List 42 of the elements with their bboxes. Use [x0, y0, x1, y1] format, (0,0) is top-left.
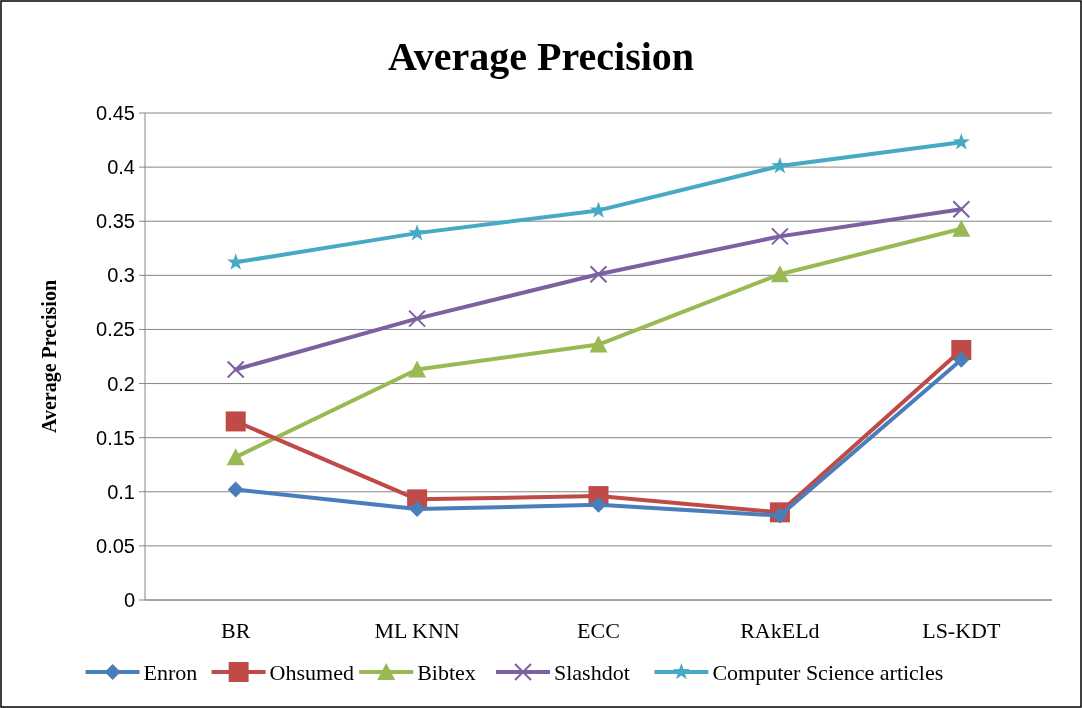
point	[226, 360, 245, 379]
point	[952, 133, 970, 150]
point	[770, 265, 789, 283]
y-axis-title: Average Precision	[38, 279, 61, 434]
point	[771, 157, 789, 174]
point	[952, 200, 971, 219]
y-tick-label: 0.1	[107, 480, 135, 503]
legend-label: Slashdot	[554, 659, 630, 685]
x-tick-label: ECC	[577, 618, 620, 643]
point	[408, 224, 426, 241]
point	[771, 507, 788, 524]
y-tick-label: 0.15	[96, 426, 135, 449]
point	[408, 309, 427, 328]
point	[952, 219, 971, 237]
point	[589, 265, 608, 284]
x-tick-label: BR	[221, 618, 251, 643]
legend-label: Enron	[143, 659, 198, 685]
y-tick-label: 0.3	[107, 264, 135, 287]
point	[590, 496, 607, 513]
y-tick-label: 0.4	[107, 156, 135, 179]
point	[589, 335, 608, 353]
x-tick-label: ML KNN	[374, 618, 460, 643]
y-tick-label: 0	[123, 589, 135, 611]
point	[953, 351, 970, 368]
point	[227, 481, 244, 498]
chart-title: Average Precision	[387, 34, 695, 79]
point	[408, 360, 427, 378]
x-tick-label: RAkELd	[740, 618, 820, 643]
point	[409, 501, 426, 518]
y-tick-label: 0.25	[96, 318, 135, 341]
legend-label: Bibtex	[417, 659, 476, 685]
y-tick-label: 0.35	[96, 210, 135, 233]
point	[227, 253, 245, 270]
y-tick-label: 0.45	[96, 102, 135, 124]
y-tick-label: 0.2	[107, 372, 135, 395]
x-tick-label: LS-KDT	[922, 618, 1001, 643]
point	[770, 227, 789, 246]
point	[225, 411, 246, 432]
point	[226, 448, 245, 466]
legend-label: Ohsumed	[269, 659, 354, 685]
y-tick-label: 0.05	[96, 534, 135, 557]
legend-label: Computer Science articles	[712, 659, 944, 685]
